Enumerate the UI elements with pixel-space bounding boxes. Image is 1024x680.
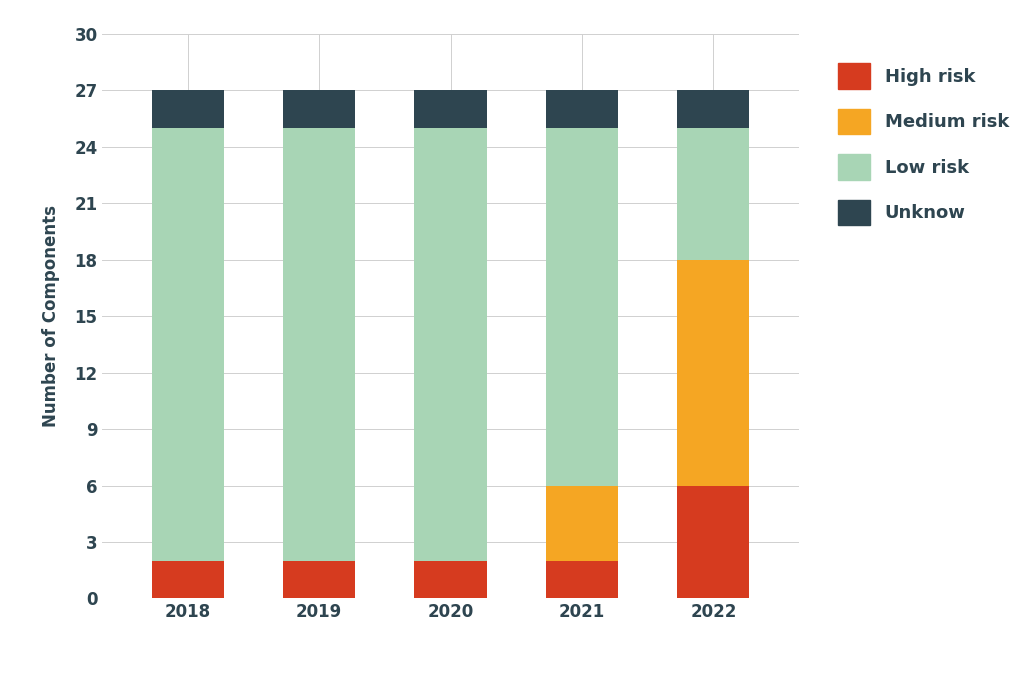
- Bar: [152, 561, 224, 598]
- Bar: [546, 561, 618, 598]
- Bar: [415, 561, 486, 598]
- Bar: [415, 128, 486, 561]
- Legend: High risk, Medium risk, Low risk, Unknow: High risk, Medium risk, Low risk, Unknow: [828, 54, 1018, 234]
- Bar: [152, 90, 224, 128]
- Bar: [283, 128, 355, 561]
- Bar: [283, 561, 355, 598]
- Y-axis label: Number of Components: Number of Components: [42, 205, 60, 427]
- Bar: [677, 260, 750, 486]
- Bar: [677, 128, 750, 260]
- Bar: [546, 90, 618, 128]
- Bar: [152, 128, 224, 561]
- Bar: [283, 90, 355, 128]
- Bar: [415, 90, 486, 128]
- Bar: [677, 486, 750, 598]
- Bar: [677, 90, 750, 128]
- Bar: [546, 486, 618, 561]
- Bar: [546, 128, 618, 486]
